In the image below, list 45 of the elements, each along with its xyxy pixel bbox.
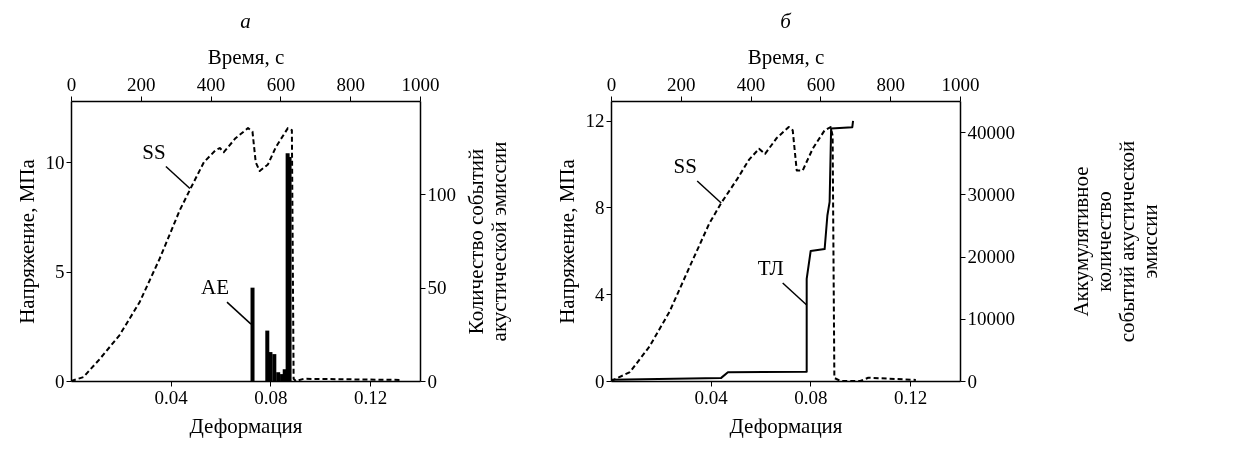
x2-axis-title: Время, с: [747, 44, 825, 69]
y2-tick-label: 50: [427, 277, 447, 299]
x-tick-label: 0.08: [254, 386, 288, 408]
y2-tick-label: 30000: [967, 183, 1015, 205]
x-tick-label: 0.12: [894, 386, 928, 408]
y-tick-label: 12: [585, 110, 605, 132]
y2-tick-label: 40000: [967, 121, 1015, 143]
annotation: SS: [142, 139, 166, 164]
y-tick-label: 0: [595, 370, 605, 392]
x-tick-label: 0.04: [694, 386, 729, 408]
y2-axis-title: Аккумулятивное количество событий акустической эмиссии: [1069, 140, 1162, 343]
y-tick-label: 8: [595, 196, 605, 218]
chart-title: а: [240, 9, 251, 33]
chart-title: б: [780, 9, 793, 33]
x-axis-title: Деформация: [189, 413, 303, 438]
y2-tick-label: 0: [967, 370, 977, 392]
x2-axis-title: Время, с: [207, 44, 285, 69]
x2-tick-label: 400: [736, 73, 766, 95]
x2-tick-label: 1000: [941, 73, 980, 95]
y-tick-label: 10: [45, 151, 65, 173]
annotation: SS: [673, 154, 697, 179]
annotation: ТЛ: [757, 256, 784, 281]
y-tick-label: 0: [55, 370, 65, 392]
x2-tick-label: 1000: [401, 73, 440, 95]
x2-tick-label: 600: [266, 73, 296, 95]
y-tick-label: 5: [55, 261, 65, 283]
y-axis-title: Напряжение, МПа: [554, 158, 579, 324]
y2-tick-label: 10000: [967, 308, 1015, 330]
x2-tick-label: 200: [127, 73, 156, 95]
y2-tick-label: 20000: [967, 246, 1015, 268]
x2-tick-label: 800: [336, 73, 365, 95]
x-tick-label: 0.08: [794, 386, 828, 408]
x2-tick-label: 400: [196, 73, 226, 95]
x2-tick-label: 600: [806, 73, 836, 95]
y2-tick-label: 0: [427, 370, 437, 392]
x2-tick-label: 200: [667, 73, 696, 95]
x-axis-title: Деформация: [729, 413, 843, 438]
x-tick-label: 0.04: [154, 386, 189, 408]
x2-tick-label: 800: [876, 73, 905, 95]
y-tick-label: 4: [595, 283, 605, 305]
y2-axis-title: Количество событий акустической эмиссии: [464, 141, 511, 342]
x-tick-label: 0.12: [354, 386, 388, 408]
annotation: AE: [200, 275, 229, 300]
y2-tick-label: 100: [427, 183, 456, 205]
y-axis-title: Напряжение, МПа: [14, 158, 39, 324]
